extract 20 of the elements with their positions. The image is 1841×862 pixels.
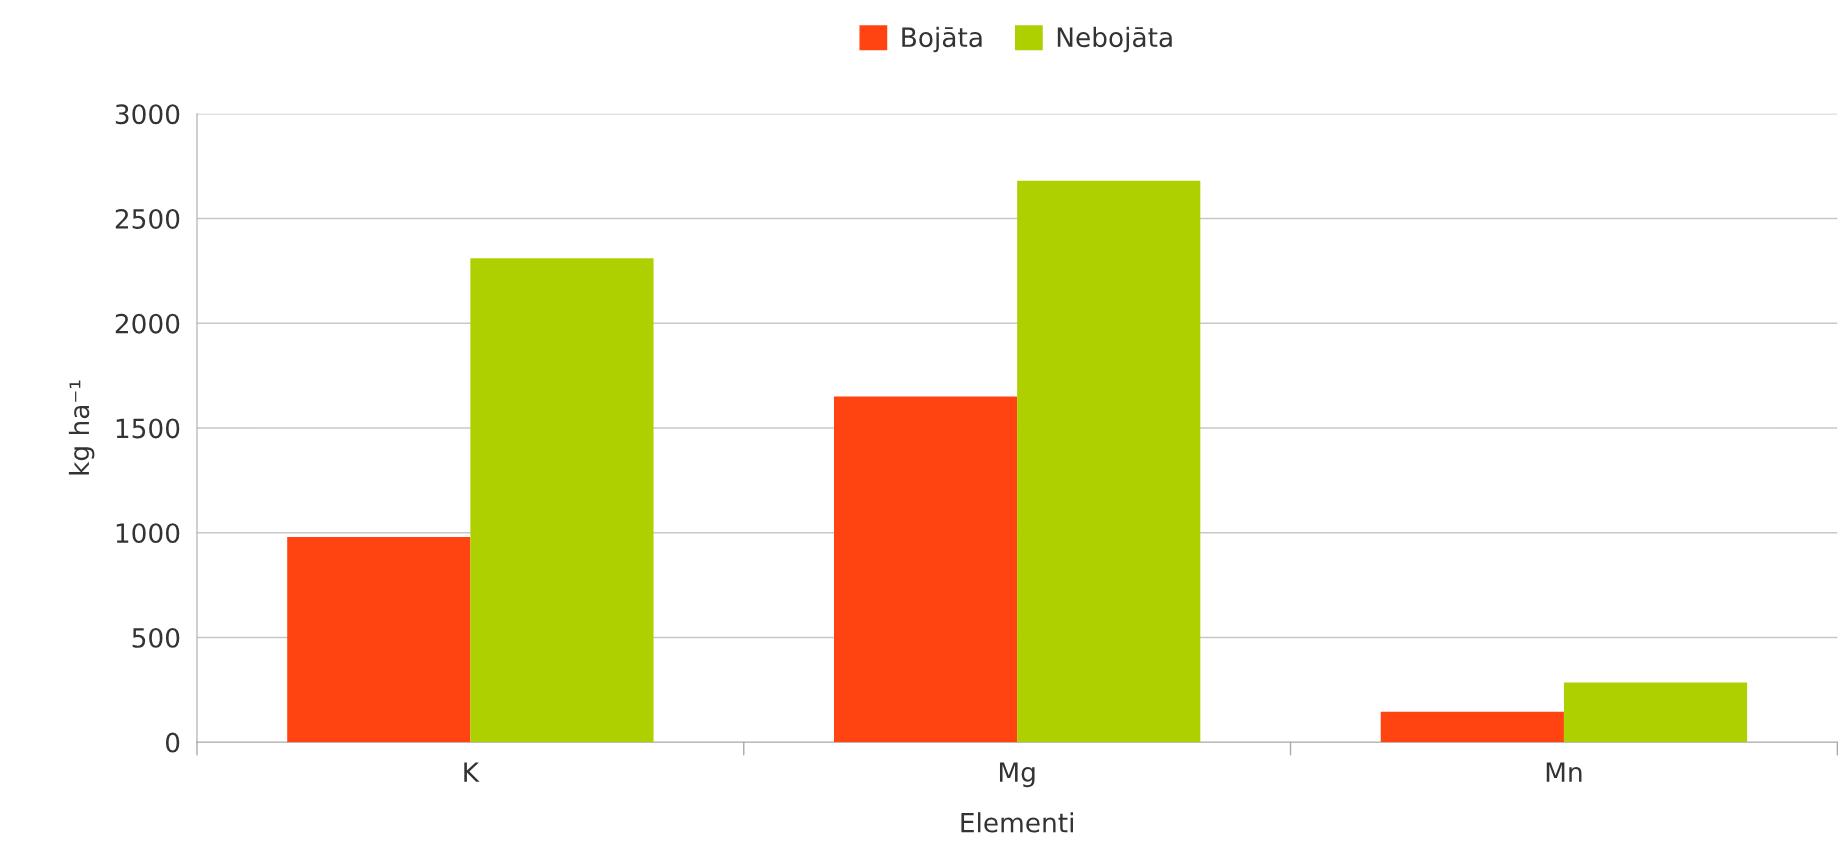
y-axis-title: kg ha⁻¹	[68, 380, 95, 475]
legend-label: Nebojāta	[1057, 26, 1172, 53]
x-tick-label: Mn	[1546, 762, 1582, 782]
x-tick-label: K	[464, 762, 480, 782]
y-tick-label: 1000	[116, 523, 180, 544]
x-axis-title: Elementi	[961, 812, 1073, 833]
x-tick-label: Mg	[999, 762, 1035, 788]
bar	[1017, 180, 1201, 743]
y-tick-label: 500	[132, 627, 180, 648]
y-tick-label: 2500	[115, 208, 180, 229]
y-tick-label: 3000	[115, 104, 180, 125]
bar	[1380, 711, 1564, 743]
y-tick-label: 0	[165, 732, 180, 753]
legend-label: Bojāta	[902, 26, 982, 53]
y-tick-label: 1500	[116, 418, 180, 439]
y-tick-label: 2000	[115, 313, 180, 334]
bar	[833, 396, 1018, 743]
bar	[470, 258, 654, 743]
bar	[1563, 682, 1748, 743]
bar	[287, 536, 471, 743]
